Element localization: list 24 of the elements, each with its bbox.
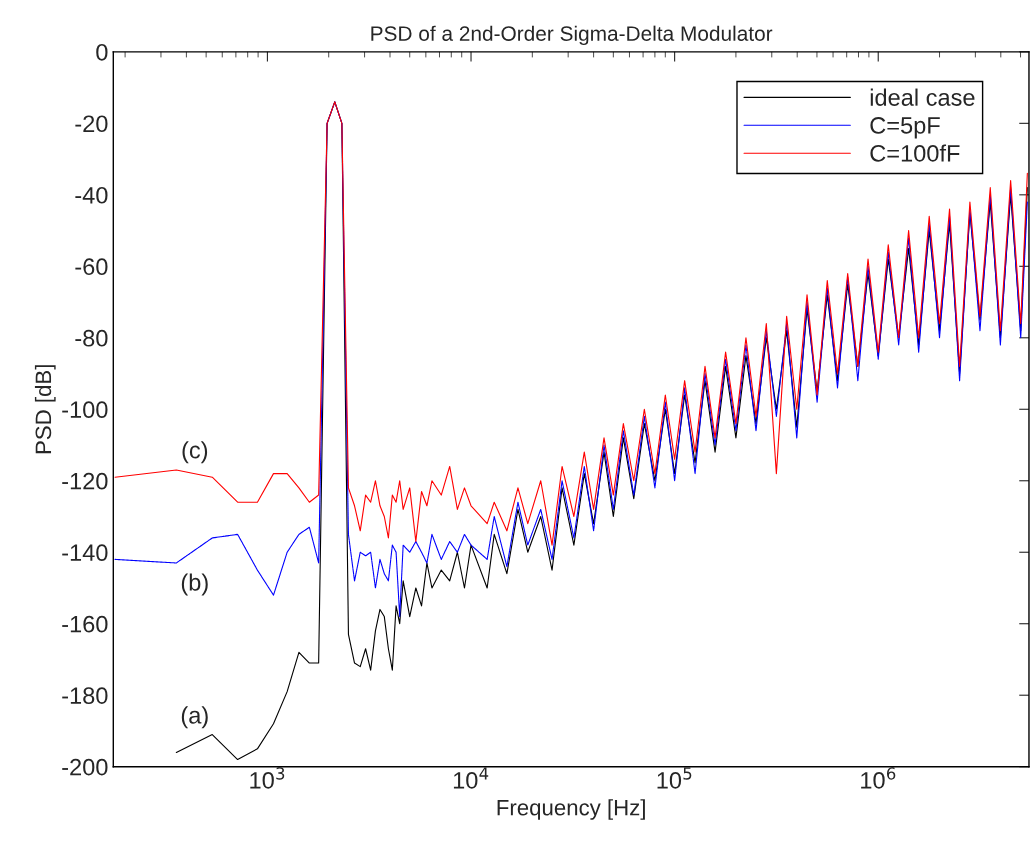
y-tick-label: -80 (75, 329, 108, 347)
legend-label: C=5pF (870, 117, 940, 139)
legend-label: C=100fF (870, 144, 960, 162)
legend-label: ideal case (870, 88, 975, 106)
y-tick-label: -20 (75, 115, 108, 133)
y-tick-label: -120 (62, 472, 108, 490)
y-tick-label: -160 (62, 615, 108, 633)
x-tick-label: 10$^{4}$ (453, 767, 489, 789)
x-tick-label: 10$^{6}$ (861, 767, 896, 789)
y-tick-label: -60 (75, 258, 108, 276)
y-tick-label: -180 (62, 687, 108, 704)
y-tick-label: -40 (75, 186, 108, 204)
chart-title: PSD of a 2nd-Order Sigma-Delta Modulator (371, 25, 773, 46)
x-tick-label: 10$^{3}$ (250, 767, 285, 789)
annotation: (b) (181, 573, 208, 596)
y-axis-title: PSD [dB] (34, 365, 56, 454)
annotation: (a) (181, 706, 208, 729)
x-axis-title: Frequency [Hz] (497, 799, 645, 820)
y-tick-label: -100 (62, 401, 108, 419)
x-tick-label: 10$^{5}$ (657, 767, 692, 789)
annotation: (c) (182, 441, 208, 464)
y-tick-label: 0 (96, 43, 108, 61)
y-tick-label: -140 (62, 544, 108, 562)
y-tick-label: -200 (62, 758, 108, 776)
